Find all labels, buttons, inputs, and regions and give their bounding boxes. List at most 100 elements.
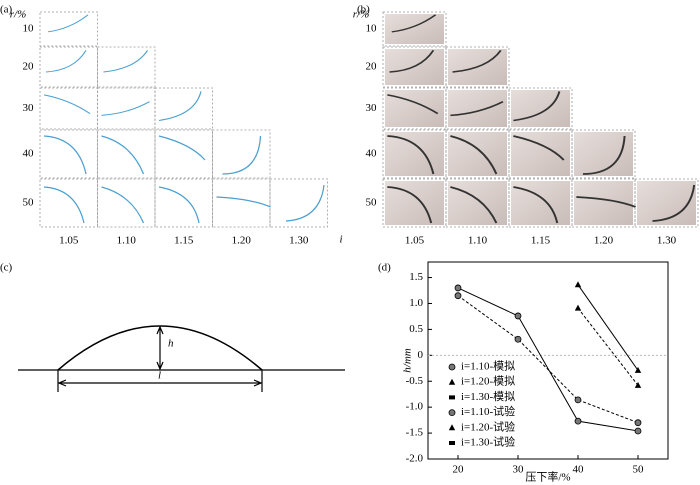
marker [574,396,582,404]
cell [269,178,328,228]
photo-cell [448,132,507,176]
cell [97,87,156,130]
curve [452,49,502,73]
curve-path [582,135,626,175]
curve-path [513,135,565,161]
series-line [457,287,639,432]
curve [652,184,696,222]
curve [43,186,85,224]
curve [513,186,559,224]
panel-label: (b) [357,4,370,16]
curve [285,184,325,222]
curve [43,135,87,175]
row-label: 40 [23,148,35,160]
marker [574,304,582,311]
curve-path [45,50,87,73]
row-label: 40 [366,148,378,160]
curve-path [387,135,435,175]
curve-path [103,50,149,73]
photo-cell [448,181,507,225]
x-tick-label: 50 [633,464,645,476]
curve [391,14,437,33]
panel-label: (a) [0,4,13,16]
photo-cell [637,181,696,225]
curve [389,49,435,73]
y-tick-label: -2.0 [406,453,424,465]
cell [39,178,98,228]
row-label: 20 [23,61,35,73]
marker [514,312,522,320]
curve-path [158,186,200,224]
row-label: 10 [23,23,35,35]
column-label: 1.20 [232,235,252,247]
cell [39,87,98,130]
y-tick-label: 1.0 [409,297,423,309]
curve [101,101,150,116]
legend-marker [448,409,456,417]
panel-label: (d) [378,262,391,274]
legend-label: i=1.30-模拟 [461,389,515,403]
legend-label: i=1.20-模拟 [461,374,515,388]
cell [212,178,271,228]
series-line [577,284,639,371]
column-label: 1.20 [594,235,614,247]
row-label: 30 [23,102,35,114]
row-label: 50 [23,197,35,209]
curve-path [652,184,696,222]
row-label: 50 [366,197,378,209]
curve-path [158,91,202,121]
legend-marker [449,395,455,400]
curve [513,135,565,161]
column-label: 1.30 [657,235,677,247]
cell [39,46,98,88]
curve-path [513,91,561,122]
curve [387,94,439,115]
curve-path [285,184,325,222]
row-label: 20 [366,61,378,73]
cell [39,11,98,47]
photo-cell [511,90,570,127]
cell [382,46,447,88]
photo-cell [448,90,507,127]
curve [450,135,498,175]
marker [454,284,462,292]
curve-path [216,196,271,208]
y-tick-label: -0.5 [406,375,424,387]
marker [454,292,462,300]
curve-path [158,135,206,161]
curve [450,186,498,224]
curve [158,91,202,121]
row-label: 30 [366,102,378,114]
curve-path [387,94,439,115]
column-label: 1.10 [117,235,137,247]
x-tick-label: 40 [573,464,585,476]
column-axis-label: i [340,234,343,246]
cell [39,129,98,179]
panel-label: (c) [0,262,13,274]
legend-label: i=1.30-试验 [461,435,515,449]
curve [158,135,206,161]
height-label: h [168,338,174,350]
y-axis-label: h/mm [402,348,414,373]
y-tick-label: 0.5 [409,323,423,335]
arc-diagram [18,325,345,392]
marker [634,427,642,435]
cell [154,178,213,228]
photo-cell [511,132,570,176]
cell [445,46,510,88]
cell [382,178,447,228]
cell [212,129,271,179]
marker [514,335,522,343]
photo-cell [574,132,633,176]
cell [154,87,213,130]
plot-frame [427,261,669,460]
photo-cell [385,132,444,176]
column-label: 1.30 [289,235,309,247]
y-tick-label: -1.0 [406,401,424,413]
curve [101,135,145,175]
cell [445,178,510,228]
curve-path [389,49,435,73]
curve-path [513,186,559,224]
curve-path [452,49,502,73]
